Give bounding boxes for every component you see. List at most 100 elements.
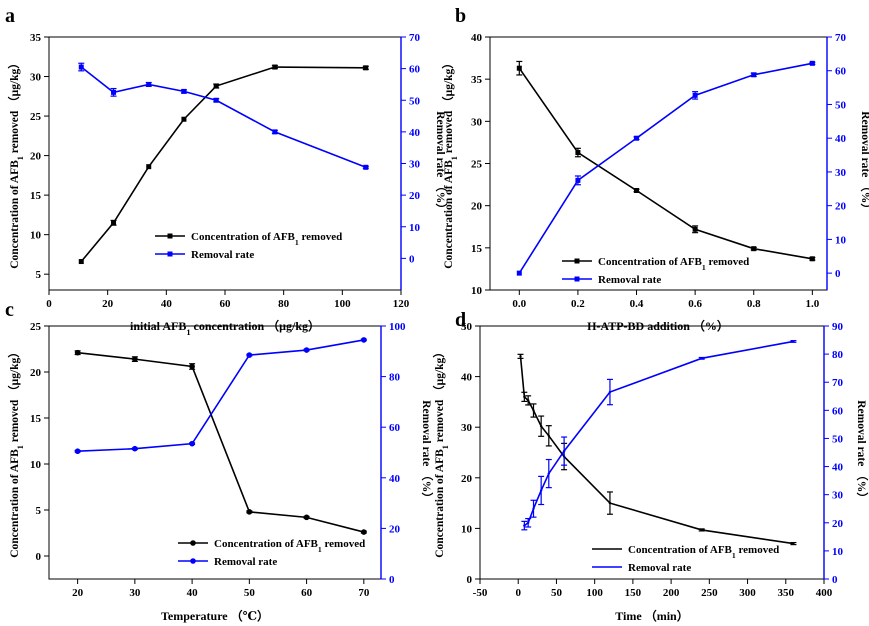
data-point: [532, 409, 535, 412]
data-point: [189, 363, 195, 370]
y-left-tick-label: 50: [461, 321, 473, 333]
chart-panel-d: -50 0 50 100 150 200 250 300 350 4000102030405001…: [432, 321, 869, 623]
y-right-tick-label: 40: [409, 127, 421, 139]
data-point: [74, 349, 81, 356]
y-left-tick-label: 15: [30, 190, 42, 202]
data-point: [363, 164, 369, 170]
x-tick-label: 50: [551, 587, 563, 599]
data-point: [523, 395, 526, 399]
y-right-tick-label: 30: [409, 159, 421, 171]
data-point: [562, 449, 566, 453]
legend-swatch-marker: [190, 540, 196, 546]
data-point: [608, 390, 612, 394]
y-right-tick-label: 30: [835, 167, 847, 179]
legend-swatch-marker: [167, 251, 173, 257]
y-right-tick-label: 60: [389, 422, 401, 434]
legend-entry-label: Concentration of AFB1 removed: [214, 538, 365, 554]
y-left-axis-label: Concentration of AFB1 removed （μg/kg）: [432, 346, 450, 558]
legend-swatch-marker: [167, 233, 173, 239]
y-left-tick-label: 25: [30, 321, 42, 333]
y-left-tick-label: 35: [30, 32, 42, 44]
y-right-tick-label: 50: [832, 433, 844, 445]
data-point: [809, 60, 815, 66]
data-point: [78, 64, 84, 70]
data-point: [146, 81, 152, 87]
data-point: [792, 542, 795, 545]
y-right-tick-label: 10: [409, 222, 421, 234]
y-right-tick-label: 30: [832, 490, 844, 502]
data-point: [246, 352, 253, 358]
y-right-tick-label: 20: [832, 518, 844, 530]
data-point: [692, 92, 698, 98]
chart-panel-c: 20 30 40 50 60 70 0 5 10 15 20 25 0 20 40 60 80 100 Temper…: [7, 321, 434, 623]
series-line-1: [523, 340, 794, 527]
series-line-0: [77, 351, 365, 533]
x-tick-label: 0.6: [688, 298, 702, 310]
x-tick-label: 30: [129, 587, 141, 599]
x-tick-label: 60: [220, 298, 232, 310]
y-right-tick-label: 0: [409, 253, 415, 265]
data-point: [272, 129, 278, 135]
data-point: [692, 226, 698, 232]
data-point: [539, 424, 543, 428]
y-right-tick-label: 70: [409, 32, 421, 44]
series-line-1: [80, 66, 367, 169]
data-point: [189, 440, 195, 447]
y-right-tick-label: 20: [409, 190, 421, 202]
x-axis-label: Temperature （℃）: [161, 608, 269, 623]
x-tick-label: 0: [515, 587, 521, 599]
y-left-tick-label: 10: [471, 285, 483, 297]
panel-letter-d: d: [455, 309, 466, 331]
y-left-tick-label: 20: [30, 367, 42, 379]
panel-letter-a: a: [5, 5, 15, 27]
x-tick-label: 20: [102, 298, 114, 310]
y-right-tick-label: 100: [389, 321, 406, 333]
chart-panel-b: 0.0 0.2 0.4 0.6 0.8 1.0 10 15 20 25 30 35 40 0 10 20 30 4…: [441, 32, 869, 333]
y-right-tick-label: 60: [835, 66, 847, 78]
y-left-tick-label: 5: [36, 505, 42, 517]
data-point: [634, 187, 640, 193]
y-right-axis-label: Removal rate （%）: [420, 400, 434, 503]
y-left-tick-label: 20: [461, 473, 473, 485]
x-tick-label: 0.0: [512, 298, 526, 310]
x-tick-label: 350: [778, 587, 795, 599]
x-tick-label: 100: [586, 587, 603, 599]
y-right-tick-label: 40: [832, 462, 844, 474]
x-tick-label: 0.8: [747, 298, 761, 310]
legend-swatch-marker: [574, 276, 580, 282]
data-point: [146, 164, 152, 170]
y-left-tick-label: 30: [461, 422, 473, 434]
y-right-tick-label: 80: [832, 349, 844, 361]
y-right-tick-label: 0: [835, 268, 841, 280]
data-point: [111, 220, 117, 226]
series-line-0: [519, 356, 794, 545]
x-tick-label: 40: [187, 587, 199, 599]
x-tick-label: 250: [701, 587, 718, 599]
data-point: [303, 347, 310, 353]
y-right-tick-label: 20: [835, 201, 847, 213]
y-left-tick-label: 10: [30, 459, 42, 471]
y-right-tick-label: 70: [832, 377, 844, 389]
x-tick-label: 300: [739, 587, 756, 599]
data-point: [361, 529, 367, 535]
data-point: [132, 356, 138, 362]
y-right-axis-label: Removal rate （%）: [859, 111, 869, 214]
data-point: [532, 507, 535, 510]
y-left-tick-label: 20: [30, 151, 42, 163]
data-point: [132, 445, 138, 452]
data-point: [526, 399, 530, 402]
panel-letter-b: b: [455, 5, 466, 27]
x-tick-label: 1.0: [805, 298, 819, 310]
y-left-tick-label: 30: [471, 116, 483, 128]
x-axis-label: initial AFB1 concentration （μg/kg）: [130, 318, 320, 337]
data-point: [78, 259, 84, 265]
data-point: [547, 472, 550, 475]
data-point: [181, 88, 187, 94]
x-tick-label: 150: [625, 587, 642, 599]
x-tick-label: 0: [46, 298, 52, 310]
x-tick-label: 0.4: [630, 298, 644, 310]
data-point: [809, 256, 815, 262]
y-right-tick-label: 60: [409, 64, 421, 76]
y-left-tick-label: 10: [461, 523, 473, 535]
